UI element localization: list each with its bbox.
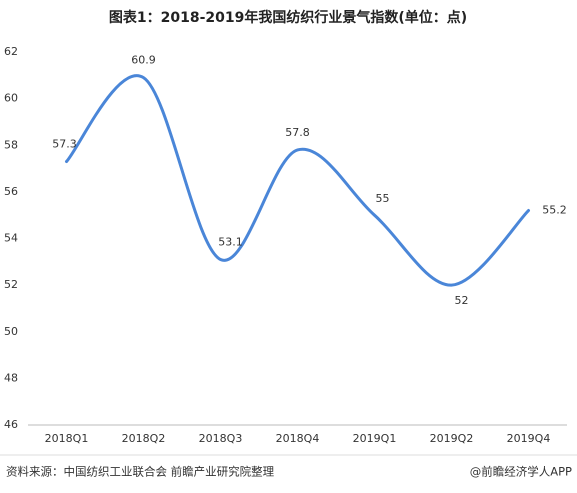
- line: [65, 74, 530, 287]
- y-tick-label: 50: [4, 325, 18, 338]
- y-tick-label: 62: [4, 45, 18, 58]
- y-tick-label: 48: [4, 371, 18, 384]
- chart-title: 图表1：2018-2019年我国纺织行业景气指数(单位：点): [109, 9, 467, 26]
- x-tick-label: 2018Q2: [122, 432, 166, 445]
- data-label: 55: [376, 192, 390, 205]
- data-label: 53.1: [218, 235, 243, 248]
- x-tick-label: 2018Q1: [45, 432, 89, 445]
- y-tick-label: 52: [4, 278, 18, 291]
- x-tick-label: 2019Q4: [507, 432, 551, 445]
- data-label: 57.3: [52, 138, 77, 151]
- x-tick-label: 2018Q4: [276, 432, 320, 445]
- y-tick-label: 54: [4, 232, 18, 245]
- data-label: 55.2: [542, 204, 567, 217]
- y-tick-label: 46: [4, 418, 18, 431]
- y-tick-label: 56: [4, 185, 18, 198]
- x-tick-label: 2019Q2: [430, 432, 474, 445]
- x-tick-label: 2018Q3: [199, 432, 243, 445]
- x-tick-label: 2019Q1: [353, 432, 397, 445]
- data-label: 57.8: [285, 126, 310, 139]
- data-label: 52: [455, 294, 469, 307]
- data-label: 60.9: [131, 54, 156, 67]
- source: 资料来源：中国纺织工业联合会 前瞻产业研究院整理: [6, 465, 275, 479]
- y-tick-label: 60: [4, 92, 18, 105]
- credit: @前瞻经济学人APP: [470, 465, 572, 479]
- y-tick-label: 58: [4, 138, 18, 151]
